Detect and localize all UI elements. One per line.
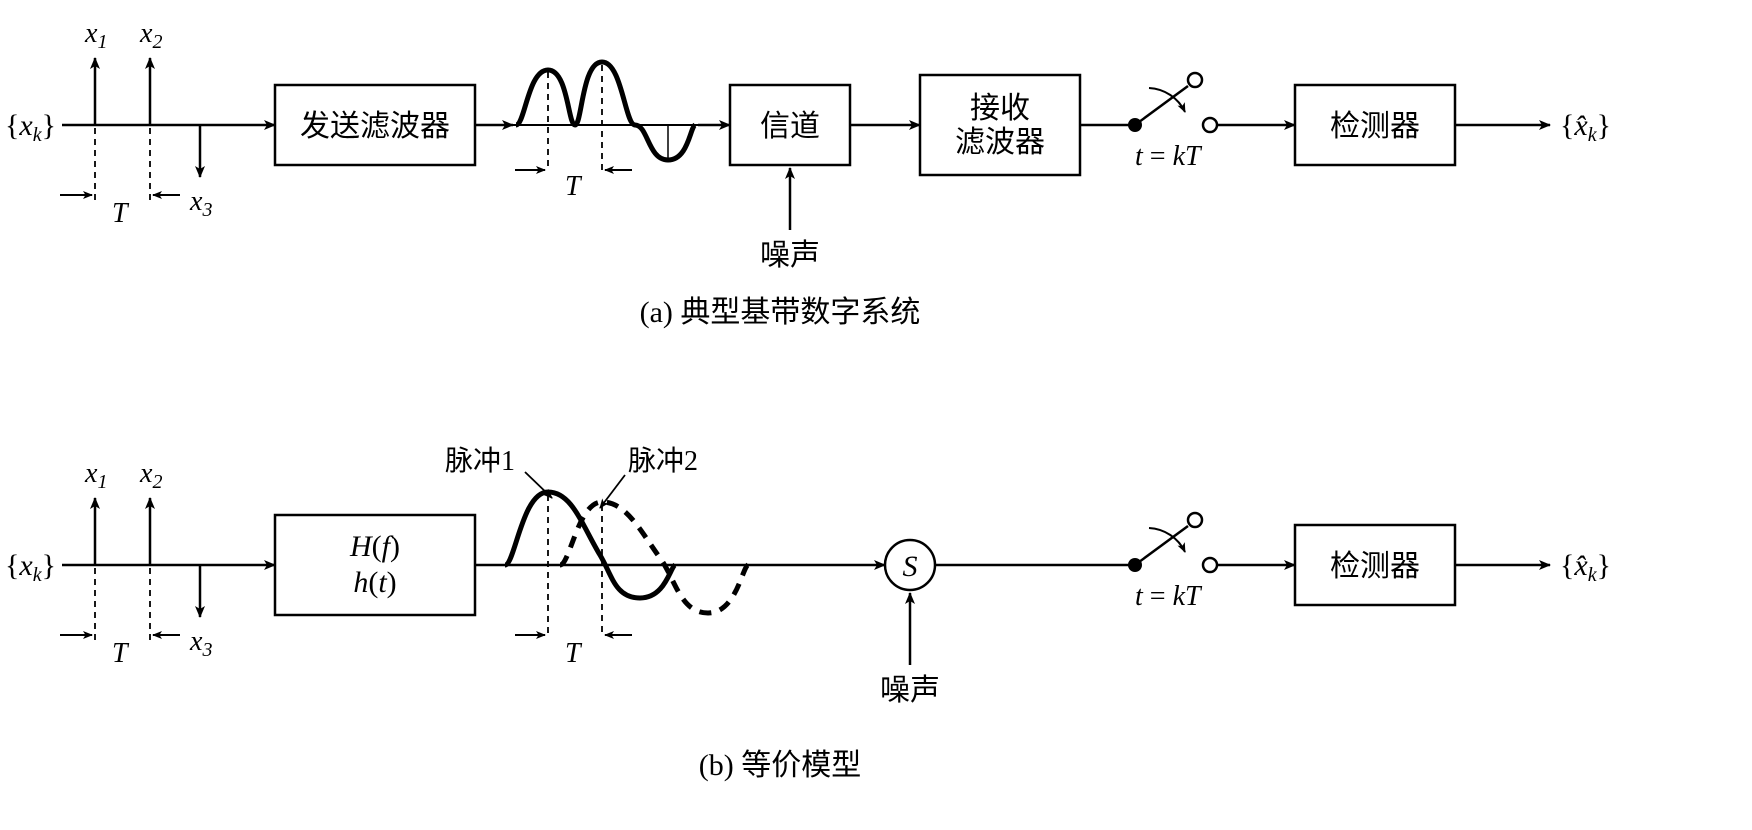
pulse2-label: 脉冲2 xyxy=(628,445,698,477)
input-label: {xk} xyxy=(5,109,56,146)
T-label: T xyxy=(112,198,130,229)
T-label: T xyxy=(112,638,130,669)
noise-label: 噪声 xyxy=(760,239,820,272)
diagram-a: {xk} x1 x2 x3 T 发送滤波器 T 信道 噪声 接收 滤波器 t xyxy=(5,18,1611,329)
x3-label: x3 xyxy=(189,186,212,221)
output-label: {x̂k} xyxy=(1560,109,1611,146)
noise-label: 噪声 xyxy=(880,674,940,707)
tx-filter-label: 发送滤波器 xyxy=(300,110,450,143)
input-label: {xk} xyxy=(5,549,56,586)
switch-open2 xyxy=(1203,118,1217,132)
rx-filter-box xyxy=(920,75,1080,175)
switch-open1 xyxy=(1188,513,1202,527)
x2-label: x2 xyxy=(139,458,162,493)
switch-open2 xyxy=(1203,558,1217,572)
output-label: {x̂k} xyxy=(1560,549,1611,586)
channel-label: 信道 xyxy=(760,110,820,143)
rx-filter-label2: 滤波器 xyxy=(955,126,1045,159)
T-label: T xyxy=(565,171,583,202)
caption-b: (b) 等价模型 xyxy=(699,749,861,782)
detector-label: 检测器 xyxy=(1330,550,1420,583)
switch-label: t = kT xyxy=(1135,581,1203,612)
diagram-b: {xk} x1 x2 x3 T H(f) h(t) T 脉冲1 脉冲2 S 噪声… xyxy=(5,445,1611,782)
x1-label: x1 xyxy=(84,18,107,53)
T-label: T xyxy=(565,638,583,669)
pulse1-label: 脉冲1 xyxy=(445,445,515,477)
ht-label: h(t) xyxy=(353,566,396,599)
detector-label: 检测器 xyxy=(1330,110,1420,143)
caption-a: (a) 典型基带数字系统 xyxy=(640,296,921,329)
summer-label: S xyxy=(903,550,918,583)
switch-open1 xyxy=(1188,73,1202,87)
x2-label: x2 xyxy=(139,18,162,53)
rx-filter-label1: 接收 xyxy=(970,92,1030,125)
x1-label: x1 xyxy=(84,458,107,493)
x3-label: x3 xyxy=(189,626,212,661)
Hf-label: H(f) xyxy=(349,530,400,563)
switch-label: t = kT xyxy=(1135,141,1203,172)
